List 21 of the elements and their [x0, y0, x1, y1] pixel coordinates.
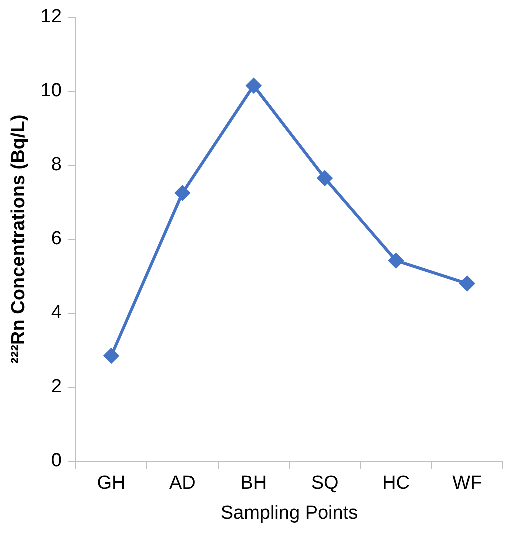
y-tick-label: 12	[40, 6, 62, 28]
x-tick-label: AD	[169, 473, 196, 494]
x-tick-label: BH	[240, 473, 268, 494]
point	[175, 186, 190, 201]
point	[460, 276, 475, 292]
y-tick-label: 0	[51, 450, 62, 472]
y-tick-label: 4	[51, 302, 62, 324]
y-tick-label: 2	[51, 376, 62, 398]
x-axis-title: Sampling Points	[220, 502, 358, 524]
point	[388, 253, 404, 268]
point	[246, 78, 262, 94]
y-axis-title: ²²²Rn Concentrations (Bq/L)	[8, 114, 30, 364]
x-tick-label: WF	[452, 473, 482, 494]
point	[104, 348, 120, 364]
x-tick-label: SQ	[311, 473, 339, 494]
x-tick-label: GH	[97, 473, 126, 494]
y-tick-label: 8	[51, 154, 62, 176]
point	[318, 170, 333, 186]
x-tick-label: HC	[382, 473, 410, 494]
y-tick-label: 6	[51, 228, 62, 250]
y-tick-label: 10	[40, 80, 62, 102]
